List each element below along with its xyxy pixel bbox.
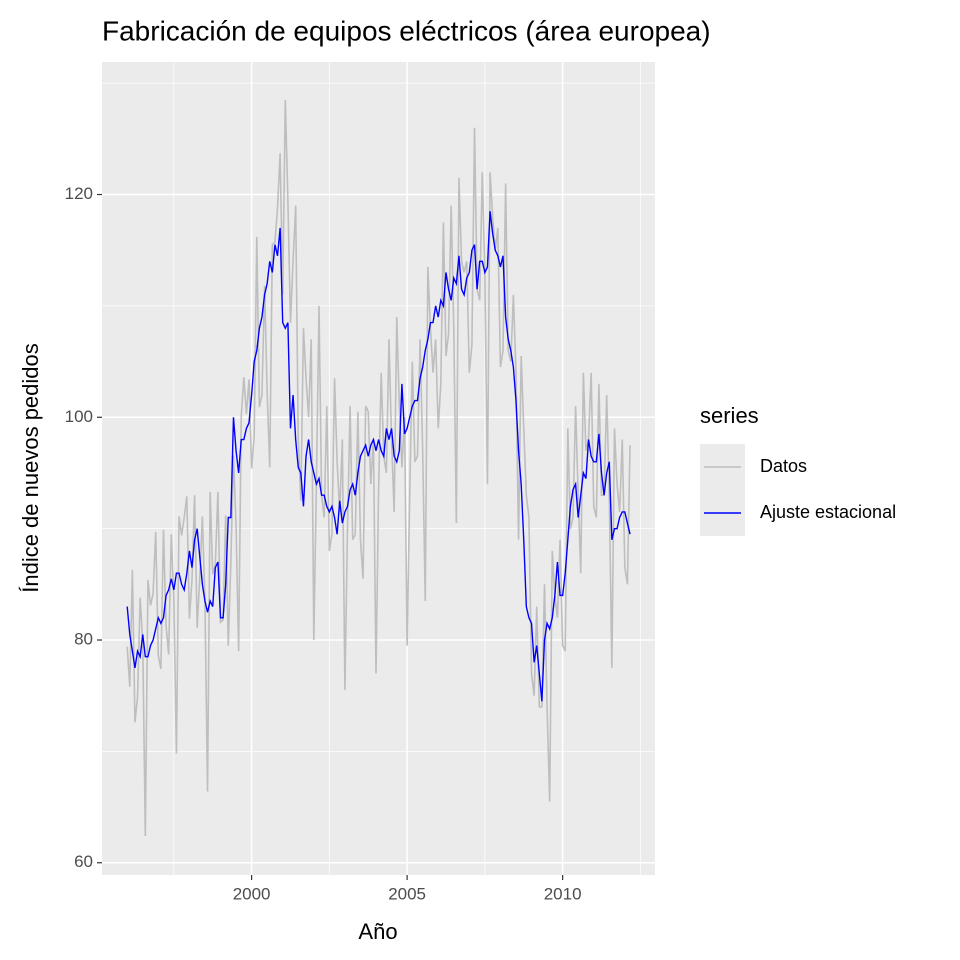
legend: series Datos Ajuste estacional (700, 403, 896, 536)
series-line (126, 99, 631, 837)
y-tick-label: 80 (74, 629, 93, 648)
chart-title: Fabricación de equipos eléctricos (área … (102, 15, 711, 46)
x-tick-label: 2005 (388, 884, 426, 903)
y-axis-title: Índice de nuevos pedidos (18, 343, 43, 593)
x-tick-label: 2010 (544, 884, 582, 903)
legend-title: series (700, 403, 759, 428)
legend-label: Datos (760, 456, 807, 476)
x-axis-title: Año (358, 919, 397, 944)
lines (126, 99, 631, 837)
y-tick-label: 60 (74, 852, 93, 871)
grid (102, 62, 655, 875)
legend-label: Ajuste estacional (760, 502, 896, 522)
y-tick-label: 100 (65, 407, 93, 426)
y-tick-label: 120 (65, 184, 93, 203)
series-line (126, 211, 631, 702)
x-tick-label: 2000 (233, 884, 271, 903)
ticks: 2000 2005 2010 60 80 100 120 (65, 184, 582, 903)
